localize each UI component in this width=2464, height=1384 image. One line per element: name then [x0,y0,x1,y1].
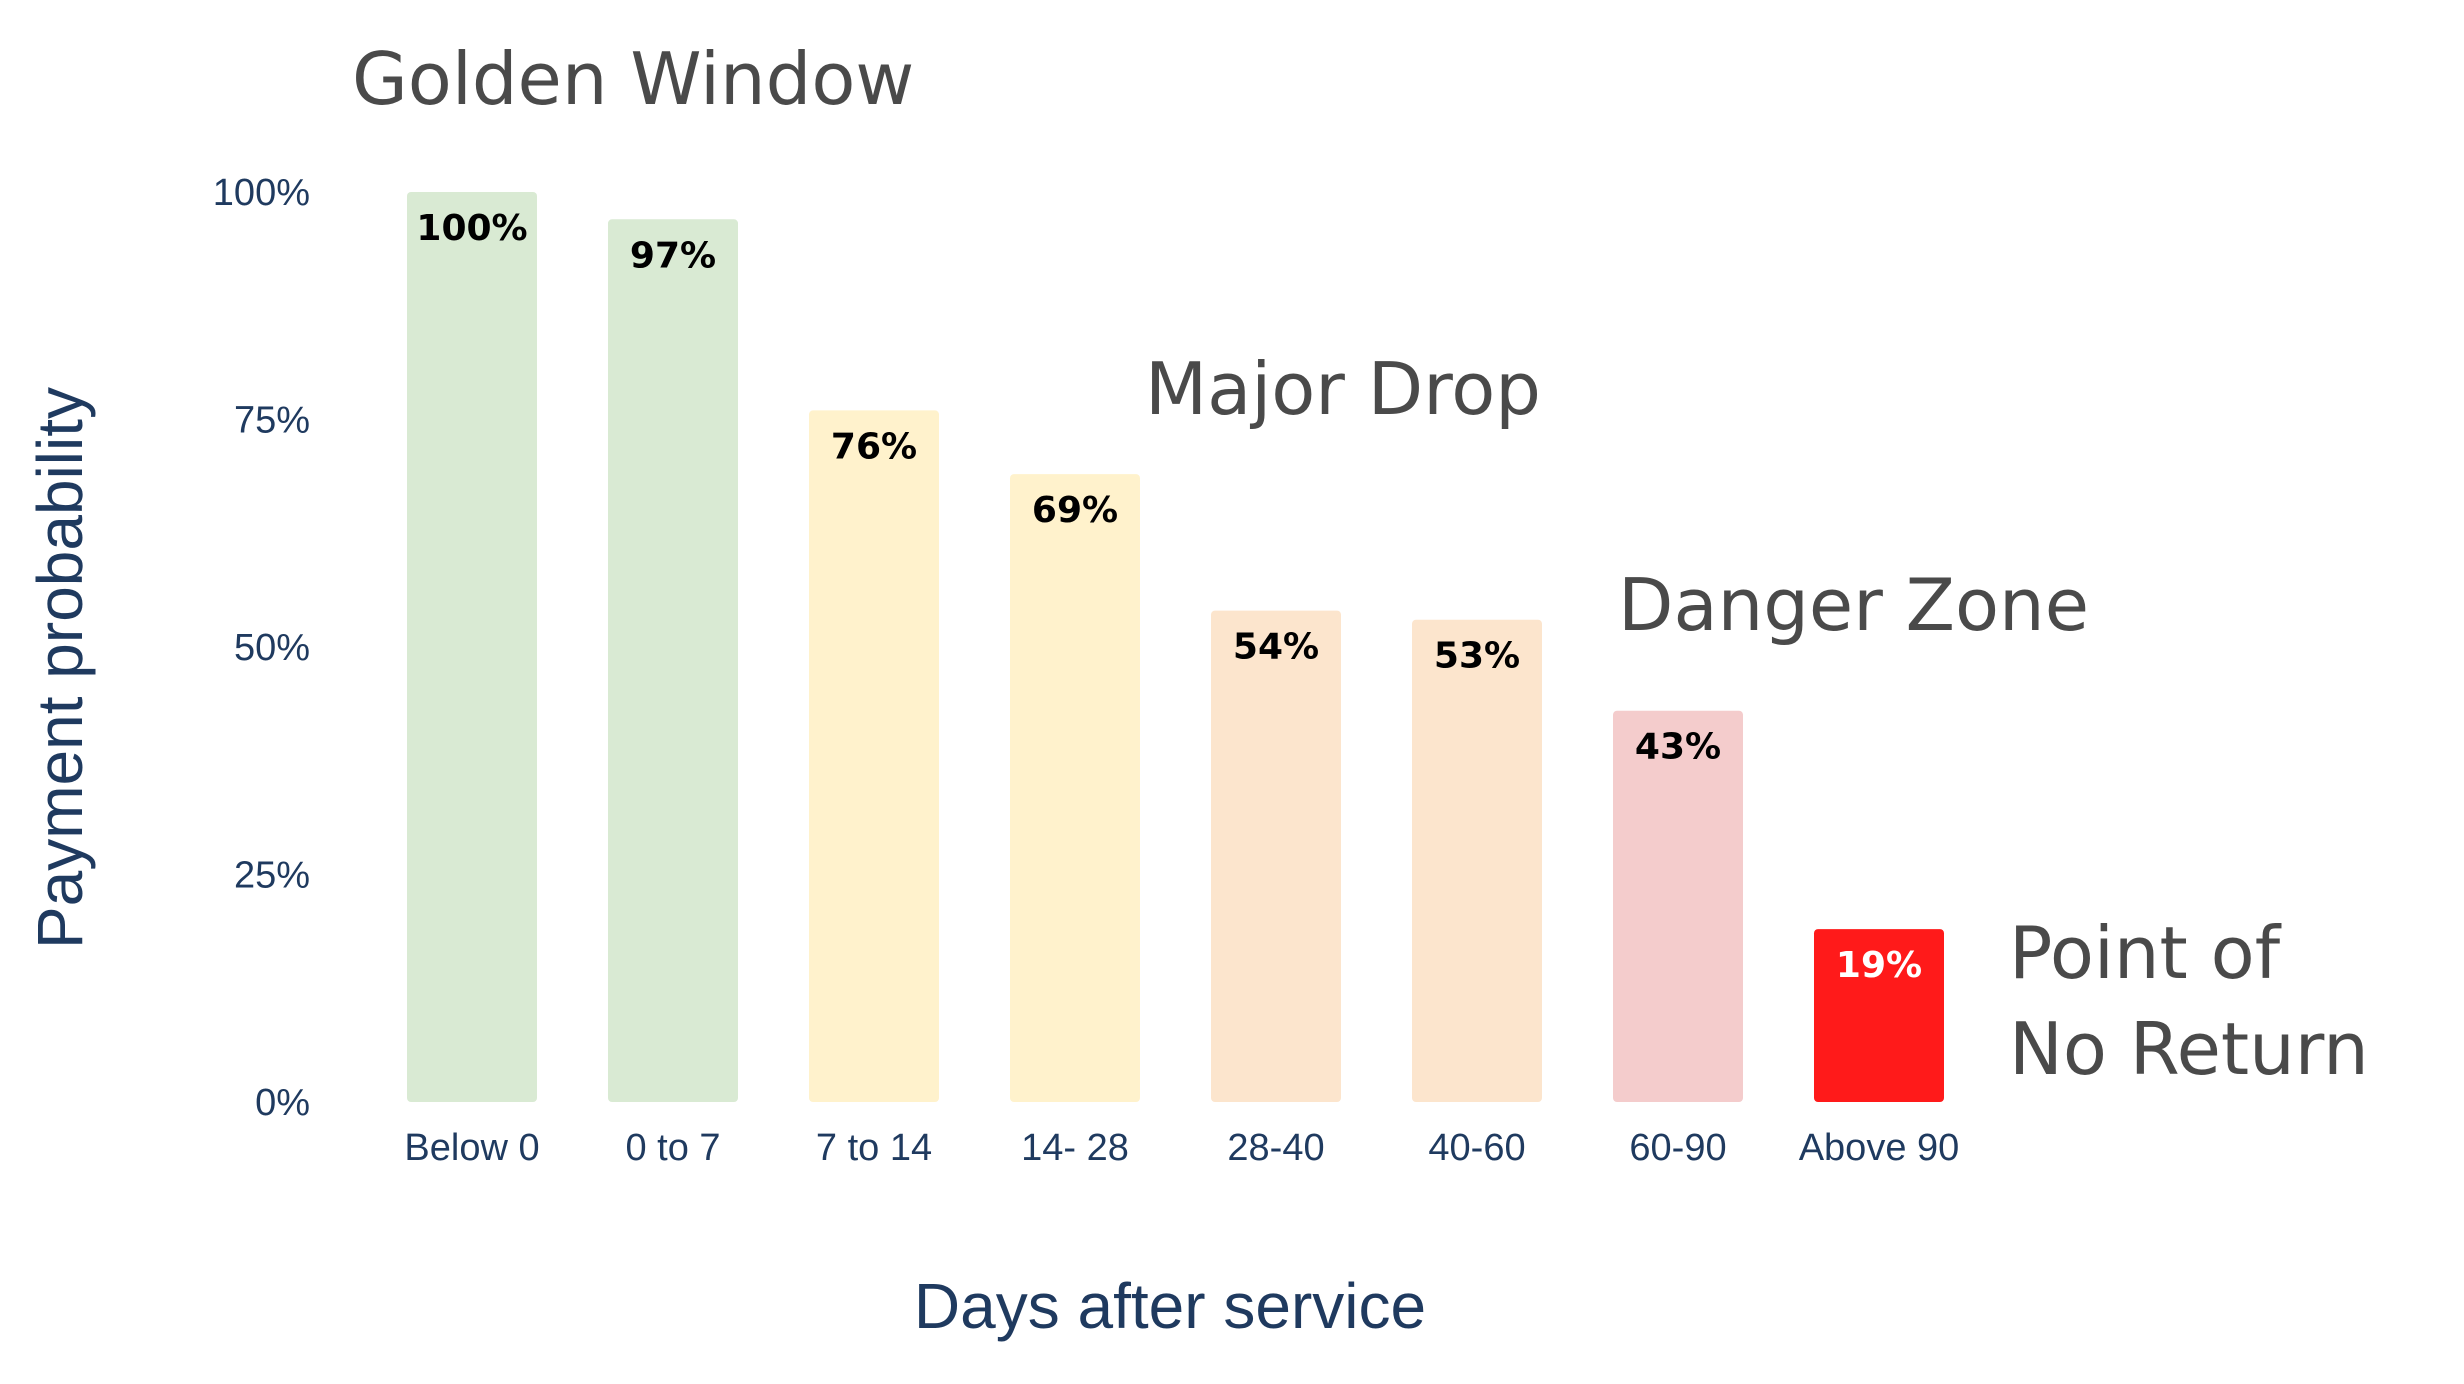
y-tick-label: 75% [234,400,310,442]
bar [407,192,537,1102]
bar-value-label: 76% [831,426,917,467]
bar-value-label: 97% [630,235,716,276]
y-tick-label: 25% [234,855,310,897]
x-tick-label: 14- 28 [1021,1127,1129,1169]
x-tick-label: Above 90 [1799,1127,1960,1169]
bar [1412,619,1542,1102]
zone-annotations: Golden Window Major Drop Danger Zone Point … [352,37,2369,1091]
bar-value-label: 19% [1836,945,1922,986]
zone-annotation: Golden Window [352,37,914,121]
bar [1211,610,1341,1102]
x-tick-label: 28-40 [1227,1127,1324,1169]
bar [608,219,738,1103]
bar-value-label: 69% [1032,490,1118,531]
zone-annotation: Point of No Return [2009,911,2369,1091]
y-tick-label: 0% [255,1082,310,1124]
bar [1010,474,1140,1103]
bar-value-label: 43% [1635,727,1721,768]
bar [809,410,939,1102]
x-axis-title: Days after service [914,1270,1426,1342]
x-tick-label: 60-90 [1629,1127,1726,1169]
y-tick-label: 50% [234,627,310,669]
x-tick-label: 0 to 7 [625,1127,720,1169]
y-axis-ticks: 0% 25% 50% 75% 100% [213,172,310,1124]
y-axis-title: Payment probability [24,387,96,949]
y-tick-label: 100% [213,172,310,214]
bar [1814,929,1944,1102]
bar-value-label: 100% [416,208,527,249]
bar-value-labels: 100% 97% 76% 69% 54% 53% 43% 19% [416,208,1922,986]
x-axis-ticks: Below 0 0 to 7 7 to 14 14- 28 28-40 40-60 60-9… [404,1127,1959,1169]
bar-value-label: 53% [1434,636,1520,677]
bar [1613,710,1743,1102]
x-tick-label: 7 to 14 [816,1127,932,1169]
bars [407,192,1944,1103]
x-tick-label: 40-60 [1428,1127,1525,1169]
zone-annotation: Major Drop [1145,347,1541,431]
x-tick-label: Below 0 [404,1127,539,1169]
zone-annotation: Danger Zone [1618,563,2089,647]
bar-value-label: 54% [1233,627,1319,668]
